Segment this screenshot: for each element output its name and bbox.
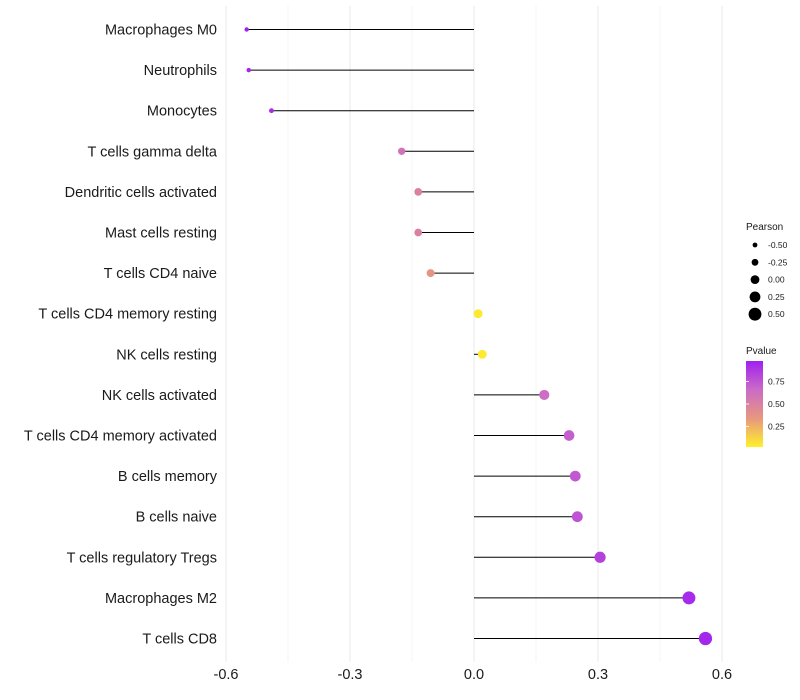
category-label: T cells CD8 [142, 632, 217, 648]
legend-color-label: 0.25 [768, 421, 785, 431]
legend-size-key [751, 258, 759, 266]
legend-pearson: Pearson -0.50 -0.25 0.00 0.25 0.50 [746, 222, 788, 321]
legend-size-key [750, 275, 760, 284]
lollipop-point [414, 228, 423, 237]
category-label: Macrophages M2 [105, 591, 217, 607]
lollipop-point [569, 470, 581, 482]
legend-size-key [748, 307, 762, 321]
category-label: Macrophages M0 [105, 23, 217, 39]
category-label: Mast cells resting [105, 226, 217, 242]
point-layer [244, 27, 713, 646]
legend-size-label: -0.50 [768, 240, 788, 250]
pvalue-colorbar [746, 361, 763, 447]
x-tick-label: 0.0 [464, 667, 484, 683]
legend-color-label: 0.50 [768, 399, 785, 409]
lollipop-point [473, 309, 483, 319]
x-tick-label: -0.3 [338, 667, 363, 683]
category-label: T cells CD4 memory activated [24, 429, 217, 445]
category-label: Neutrophils [144, 63, 217, 79]
lollipop-point [682, 591, 696, 605]
legend-pvalue-title: Pvalue [746, 346, 777, 357]
category-label: B cells naive [136, 510, 217, 526]
x-tick-label: 0.3 [588, 667, 608, 683]
lollipop-point [414, 188, 423, 196]
legend-color-label: 0.75 [768, 377, 785, 387]
category-label: NK cells activated [102, 388, 217, 404]
legend-size-label: -0.25 [768, 257, 788, 267]
grid-layer [225, 6, 723, 662]
lollipop-point [571, 511, 583, 523]
lollipop-point [426, 269, 435, 278]
x-tick-label: -0.6 [214, 667, 239, 683]
lollipop-point [698, 631, 713, 646]
category-label: T cells CD4 naive [104, 266, 217, 282]
lollipop-point [244, 27, 249, 32]
lollipop-point [539, 389, 550, 400]
legend-size-key [752, 242, 758, 248]
lollipop-point [594, 551, 606, 563]
legend-size-label: 0.50 [768, 309, 785, 319]
lollipop-point [269, 108, 274, 114]
category-label: NK cells resting [116, 347, 217, 363]
x-tick-label: 0.6 [712, 667, 732, 683]
category-label: B cells memory [118, 469, 218, 485]
legend-size-label: 0.00 [768, 275, 785, 285]
category-labels: Macrophages M0 Neutrophils Monocytes T cell… [24, 23, 218, 648]
legend-pvalue: Pvalue 0.75 0.50 0.25 [746, 346, 785, 447]
lollipop-point [563, 430, 575, 441]
lollipop-point [477, 349, 487, 359]
category-label: T cells CD4 memory resting [38, 307, 217, 323]
category-label: T cells regulatory Tregs [67, 550, 217, 566]
legend-size-label: 0.25 [768, 292, 785, 302]
category-label: T cells gamma delta [88, 144, 218, 160]
category-label: Monocytes [147, 104, 217, 120]
legend-size-key [749, 291, 761, 303]
legend-pearson-title: Pearson [746, 222, 783, 233]
category-label: Dendritic cells activated [65, 185, 217, 201]
stem-layer [246, 29, 706, 639]
x-axis-tick-labels: -0.6 -0.3 0.0 0.3 0.6 [214, 667, 733, 683]
lollipop-point [397, 147, 406, 155]
lollipop-point [246, 67, 251, 73]
